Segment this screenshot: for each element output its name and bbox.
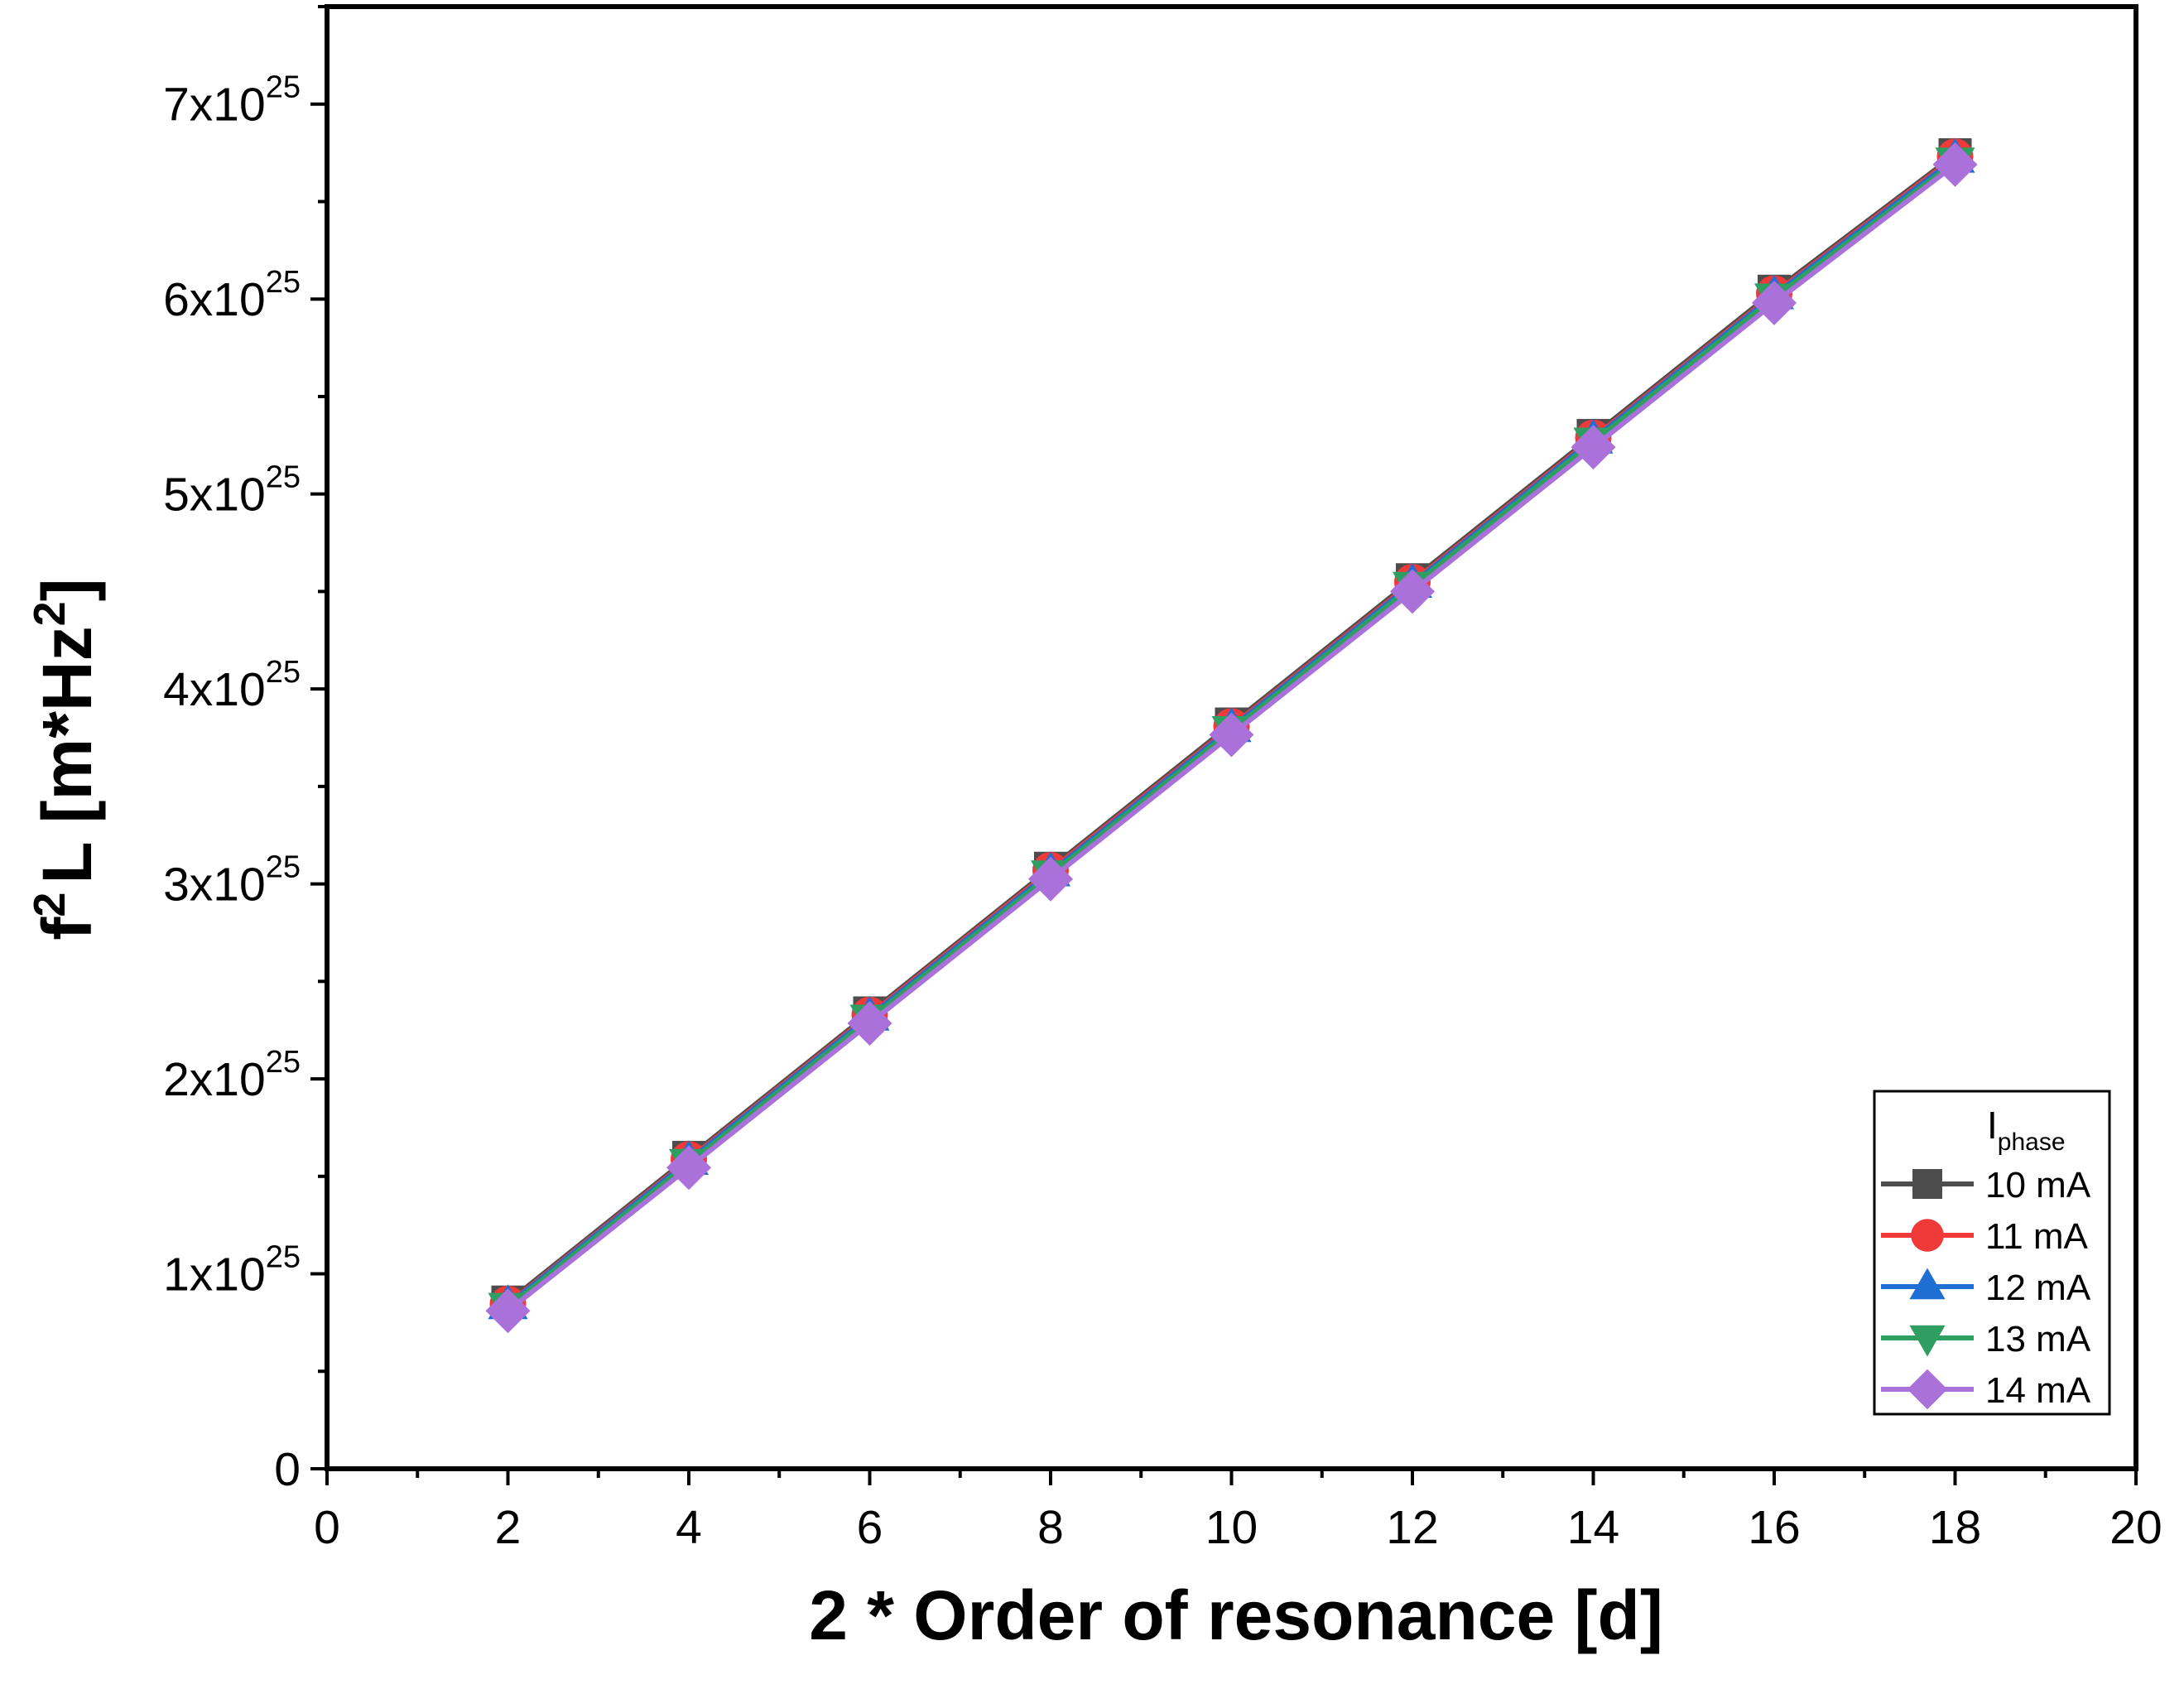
legend-label: 10 mA [1985,1165,2091,1205]
legend-label: 11 mA [1985,1216,2089,1257]
y-tick-label: 7x1025 [163,70,301,132]
x-tick-label: 10 [1205,1501,1258,1554]
y-tick-label: 2x1025 [163,1045,301,1106]
legend-label: 12 mA [1985,1268,2091,1308]
legend-marker [1911,1219,1944,1252]
x-tick-label: 8 [1037,1501,1064,1554]
x-tick-label: 16 [1748,1501,1800,1554]
legend: Iphase 10 mA 11 mA 12 mA 13 mA 14 mA [1873,1090,2111,1416]
x-ticks: 0 2 4 6 8 10 12 14 16 18 20 [314,1469,2162,1554]
y-tick-label: 6x1025 [163,265,301,326]
legend-title: Iphase [1987,1104,2066,1156]
legend-label: 14 mA [1985,1370,2091,1411]
x-tick-label: 4 [676,1501,702,1554]
data-point [1752,280,1797,325]
data-point [666,1145,711,1191]
legend-marker [1907,1369,1948,1410]
data-point [485,1288,531,1334]
x-tick-label: 18 [1929,1501,1981,1554]
data-point [1932,142,1978,187]
series-layer [485,137,1978,1334]
legend-marker [1912,1169,1942,1199]
legend-box [1873,1090,2111,1416]
x-tick-label: 2 [495,1501,522,1554]
data-point [1028,856,1073,902]
y-tick-label: 4x1025 [163,655,301,716]
data-point [1571,425,1616,470]
data-point [1390,569,1435,614]
y-axis-title: f2L [m*Hz2] [25,578,106,940]
data-point [847,1000,892,1046]
x-tick-label: 12 [1386,1501,1438,1554]
y-ticks: 0 1x1025 2x1025 3x1025 4x1025 5x1025 6x1025 7x1… [163,5,327,1496]
plot-frame [325,4,2138,1471]
y-tick-label: 5x1025 [163,460,301,522]
x-axis-title: 2 * Order of resonance [d] [809,1576,1663,1654]
y-tick-label: 0 [274,1443,301,1496]
legend-entries: 10 mA 11 mA 12 mA 13 mA 14 mA [1881,1165,2091,1411]
y-tick-label: 3x1025 [163,850,301,912]
x-tick-label: 20 [2109,1501,2162,1554]
x-tick-label: 6 [857,1501,883,1554]
legend-marker [1909,1325,1946,1357]
data-point [1209,712,1254,758]
y-tick-label: 1x1025 [163,1240,301,1302]
legend-label: 13 mA [1985,1319,2091,1359]
x-tick-label: 0 [314,1501,340,1554]
legend-marker [1909,1268,1946,1300]
x-tick-label: 14 [1567,1501,1619,1554]
series-4 [485,142,1978,1334]
